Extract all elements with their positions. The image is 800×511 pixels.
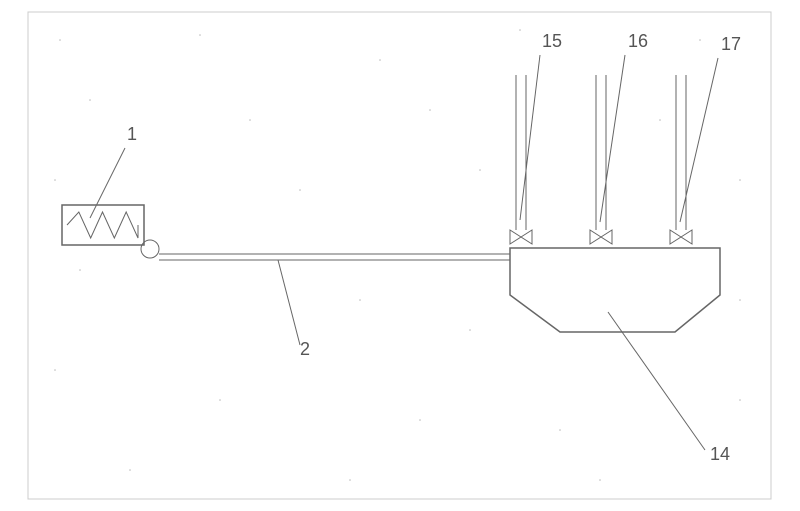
valve-right — [681, 230, 692, 244]
label-l1: 1 — [127, 124, 137, 144]
valve-left — [670, 230, 681, 244]
label-l17: 17 — [721, 34, 741, 54]
label-l14: 14 — [710, 444, 730, 464]
leader-l1 — [90, 148, 125, 218]
roller — [141, 240, 159, 258]
leader-l16 — [600, 55, 625, 222]
valve-left — [510, 230, 521, 244]
label-l2: 2 — [300, 339, 310, 359]
frame-border — [28, 12, 771, 499]
label-l16: 16 — [628, 31, 648, 51]
heater-coil — [67, 212, 138, 238]
label-l15: 15 — [542, 31, 562, 51]
hopper-tank — [510, 248, 720, 332]
valve-right — [521, 230, 532, 244]
pipe-15 — [510, 75, 532, 244]
leader-l15 — [520, 55, 540, 220]
leader-l2 — [278, 260, 300, 345]
valve-right — [601, 230, 612, 244]
valve-left — [590, 230, 601, 244]
